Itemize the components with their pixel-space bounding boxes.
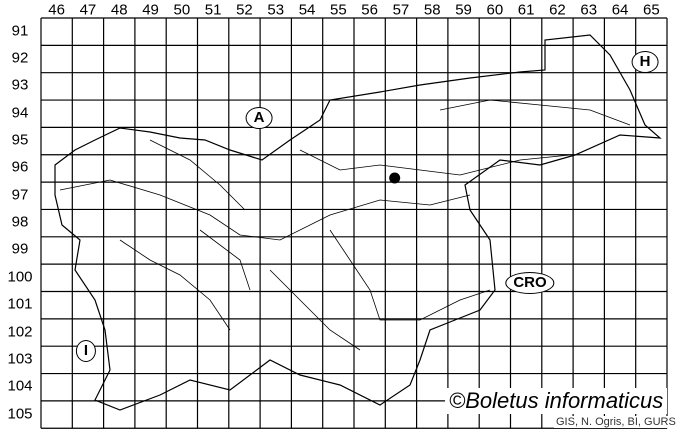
column-label: 52 [236,1,253,19]
column-label: 62 [549,1,566,19]
column-label: 65 [643,1,660,19]
column-label: 50 [173,1,191,19]
column-label: 54 [298,1,316,19]
row-label: 98 [11,213,29,231]
column-label: 51 [204,1,222,19]
column-label: 63 [580,1,598,19]
column-label: 64 [611,1,629,19]
column-label: 46 [48,1,65,19]
row-label: 99 [11,240,29,258]
row-label: 104 [7,377,33,395]
column-label: 58 [423,1,441,19]
river-6 [269,269,361,351]
column-label: 59 [455,1,472,19]
column-label: 56 [361,1,378,19]
row-label: 91 [11,22,29,40]
record-dot [389,172,401,184]
column-label: 49 [142,1,159,19]
river-5 [439,99,631,126]
row-label: 94 [11,104,29,122]
row-label: 100 [7,268,33,286]
river-3 [329,229,491,321]
country-label-austria: A [245,107,273,129]
column-label: 57 [392,1,410,19]
country-label-hungary: H [631,51,659,73]
column-label: 53 [267,1,285,19]
row-label: 97 [11,186,29,204]
column-label: 60 [486,1,504,19]
column-label: 55 [330,1,347,19]
row-label: 92 [11,49,29,67]
row-label: 96 [11,158,29,176]
column-label: 48 [110,1,128,19]
credit-text: GIS, N. Ogris, BI, GURS [554,416,678,428]
country-label-italy: I [75,340,97,362]
row-label: 101 [7,295,33,313]
row-label: 103 [7,350,33,368]
slovenia-border [54,34,662,411]
copyright-text: ©Boletus informaticus [445,388,668,414]
river-1 [149,139,246,211]
row-label: 95 [11,131,29,149]
river-7 [199,229,251,291]
river-4 [119,239,231,331]
column-label: 61 [517,1,535,19]
row-label: 105 [7,405,33,423]
row-label: 93 [11,76,29,94]
row-label: 102 [7,323,33,341]
column-label: 47 [79,1,97,19]
river-2 [299,149,571,176]
country-label-croatia: CRO [505,272,555,294]
